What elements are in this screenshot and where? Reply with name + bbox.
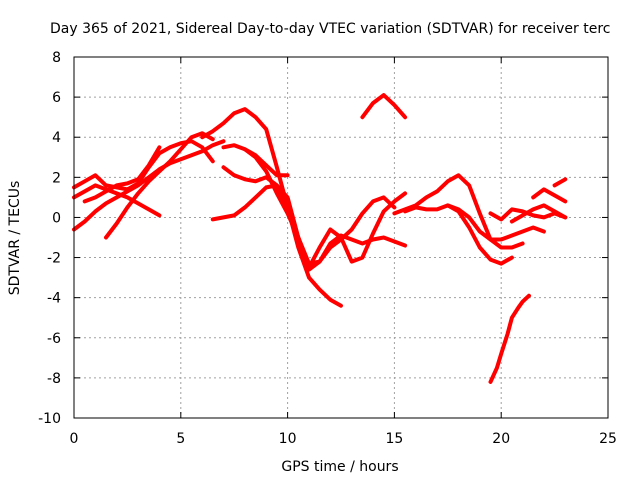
x-tick-label: 0 [70, 431, 79, 447]
series-arc-17 [531, 187, 568, 204]
y-tick-label: 2 [52, 170, 61, 186]
series-group [72, 93, 568, 384]
y-tick-label: -8 [47, 371, 61, 387]
grid [74, 57, 608, 418]
series-arc-16 [509, 203, 568, 224]
series-arc-10 [242, 147, 290, 178]
y-tick-label: 4 [52, 130, 61, 146]
plot-frame [73, 56, 609, 419]
series-arc-19 [488, 293, 531, 384]
y-axis-label: SDTVAR / TECUs [7, 181, 23, 296]
x-tick-label: 10 [279, 431, 297, 447]
series-arc-7 [210, 183, 408, 270]
series-arc-2 [72, 183, 162, 218]
y-tick-label: -10 [38, 411, 61, 427]
chart-title: Day 365 of 2021, Sidereal Day-to-day VTE… [50, 21, 610, 37]
y-tick-label: -2 [47, 251, 61, 267]
series-arc-9 [221, 165, 408, 272]
series-arc-14 [445, 203, 546, 242]
series-arc-3 [72, 139, 226, 232]
y-tick-label: 8 [52, 50, 61, 66]
x-tick-label: 25 [599, 431, 617, 447]
x-tick-label: 5 [176, 431, 185, 447]
series-arc-6 [200, 107, 343, 308]
series-arc-18 [552, 177, 568, 188]
y-tick-label: -6 [47, 331, 61, 347]
series-arc-5 [82, 145, 162, 204]
y-tick-label: 0 [52, 210, 61, 226]
x-axis-label: GPS time / hours [281, 459, 398, 475]
y-tick-label: -4 [47, 291, 61, 307]
series-arc-4 [104, 131, 215, 240]
y-tick-label: 6 [52, 90, 61, 106]
axes: 0 5 10 15 20 25 -10 -8 -6 -4 -2 0 2 4 6 8 [38, 50, 617, 447]
x-tick-label: 15 [385, 431, 403, 447]
series-arc-11 [360, 93, 408, 120]
x-tick-label: 20 [492, 431, 510, 447]
